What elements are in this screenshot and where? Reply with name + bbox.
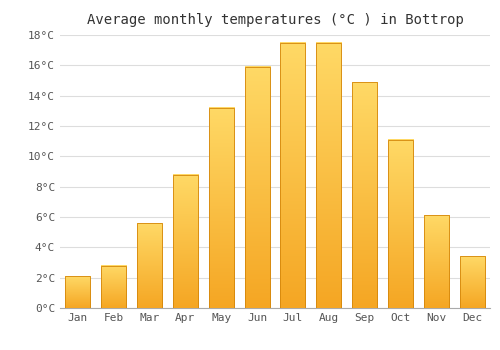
Bar	[460, 257, 484, 308]
Bar	[280, 43, 305, 308]
Title: Average monthly temperatures (°C ) in Bottrop: Average monthly temperatures (°C ) in Bo…	[86, 13, 464, 27]
Bar	[352, 82, 377, 308]
Bar	[101, 266, 126, 308]
Bar	[244, 67, 270, 308]
Bar	[424, 216, 449, 308]
Bar	[316, 43, 342, 308]
Bar	[137, 223, 162, 308]
Bar	[66, 276, 90, 308]
Bar	[208, 108, 234, 308]
Bar	[173, 175, 198, 308]
Bar	[388, 140, 413, 308]
